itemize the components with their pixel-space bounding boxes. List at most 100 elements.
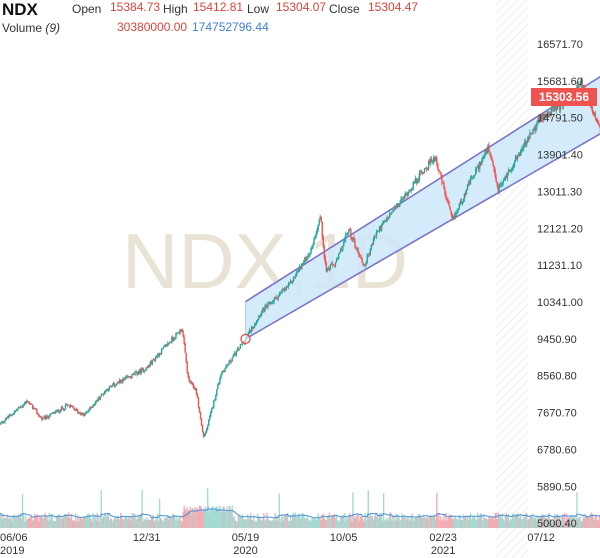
volume-bar [82, 518, 84, 528]
volume-bar [182, 512, 184, 528]
candle-body [350, 229, 352, 238]
candle-body [58, 411, 61, 413]
candle-body [377, 230, 380, 232]
candle-body [221, 372, 223, 375]
volume-bar [577, 517, 579, 528]
volume-bar [423, 516, 426, 528]
volume-bar [48, 512, 50, 528]
candle-body [517, 153, 520, 156]
volume-bar [286, 513, 289, 528]
volume-bar [325, 519, 328, 528]
volume-bar [438, 513, 440, 528]
volume-bar [435, 519, 437, 528]
volume-bar [394, 514, 396, 528]
volume-bar [530, 515, 532, 528]
x-tick-year: 2020 [233, 545, 257, 557]
volume-bar [463, 517, 466, 528]
candle-body [257, 319, 259, 321]
volume-bar [150, 518, 153, 528]
candle-body [437, 163, 439, 170]
candle-body [509, 170, 512, 172]
candle-body [359, 256, 361, 258]
volume-bar [354, 518, 356, 528]
volume-bar [201, 513, 204, 528]
candle-body [422, 172, 425, 174]
channel-upper-line[interactable] [245, 29, 600, 303]
volume-bar [84, 516, 86, 528]
candle-body [433, 157, 435, 162]
candle-body [542, 113, 544, 120]
candle-body [106, 389, 109, 391]
volume-bar [537, 516, 539, 528]
candle-body [248, 330, 251, 333]
volume-bar [230, 511, 232, 528]
symbol-name[interactable]: NDX [2, 0, 39, 19]
candle-body [206, 426, 209, 430]
volume-bar [594, 514, 597, 528]
candle-body [431, 158, 433, 163]
volume-bar [549, 519, 552, 528]
volume-bar [319, 517, 321, 528]
candle-body [436, 157, 438, 164]
volume-bar [20, 518, 23, 528]
volume-bar [236, 521, 239, 528]
volume-bar [21, 494, 24, 528]
y-tick-label: 10341.00 [537, 297, 583, 309]
volume-bar [180, 520, 182, 528]
candle-body [526, 140, 528, 145]
channel-anchor-marker[interactable] [240, 333, 251, 345]
volume-bar [177, 520, 179, 528]
candle-body [492, 161, 494, 167]
volume-bar [576, 492, 578, 528]
candle-body [285, 286, 288, 289]
volume-bar [367, 490, 369, 528]
volume-bar [104, 513, 107, 528]
volume-bar [260, 519, 262, 528]
volume-bar [217, 509, 219, 528]
candle-body [391, 212, 393, 214]
candle-body [465, 189, 468, 195]
candle-body [76, 408, 78, 411]
candle-body [259, 315, 261, 317]
volume-bar [97, 514, 99, 528]
volume-bar [292, 512, 295, 528]
volume-bar [500, 518, 502, 528]
candle-body [49, 413, 51, 417]
candle-body [263, 307, 265, 312]
volume-bar [234, 520, 236, 528]
volume-bar [80, 516, 82, 528]
volume-bar [28, 516, 31, 528]
volume-bar [482, 520, 484, 528]
volume-bar [598, 514, 600, 528]
volume-bar [373, 516, 376, 528]
volume-bar [192, 512, 195, 528]
volume-bar [111, 521, 114, 528]
volume-bar [512, 513, 515, 528]
channel-lower-line[interactable] [245, 90, 600, 340]
y-axis[interactable]: 16571.70 15681.60 14791.50 13901.40 13011.30… [537, 39, 583, 530]
candle-body [531, 133, 533, 135]
candle-body [36, 409, 38, 414]
volume-bar [189, 506, 191, 528]
volume-bar [258, 517, 260, 528]
volume-bar [454, 515, 456, 528]
volume-bar [347, 518, 349, 528]
volume-bar [278, 493, 280, 528]
candle-body [107, 389, 110, 391]
candle-body [112, 383, 115, 386]
volume-bar [78, 521, 80, 528]
candle-body [212, 407, 214, 409]
volume-bar [232, 516, 234, 528]
volume-bar [476, 520, 478, 528]
volume-bar [105, 517, 108, 528]
candle-body [434, 157, 436, 161]
volume-bar [558, 515, 561, 528]
volume-bar [541, 514, 543, 528]
candle-body [314, 237, 316, 239]
volume-bar [591, 513, 593, 528]
candle-body [390, 213, 392, 215]
volume-bar [124, 517, 126, 528]
volume-bar [345, 520, 347, 528]
